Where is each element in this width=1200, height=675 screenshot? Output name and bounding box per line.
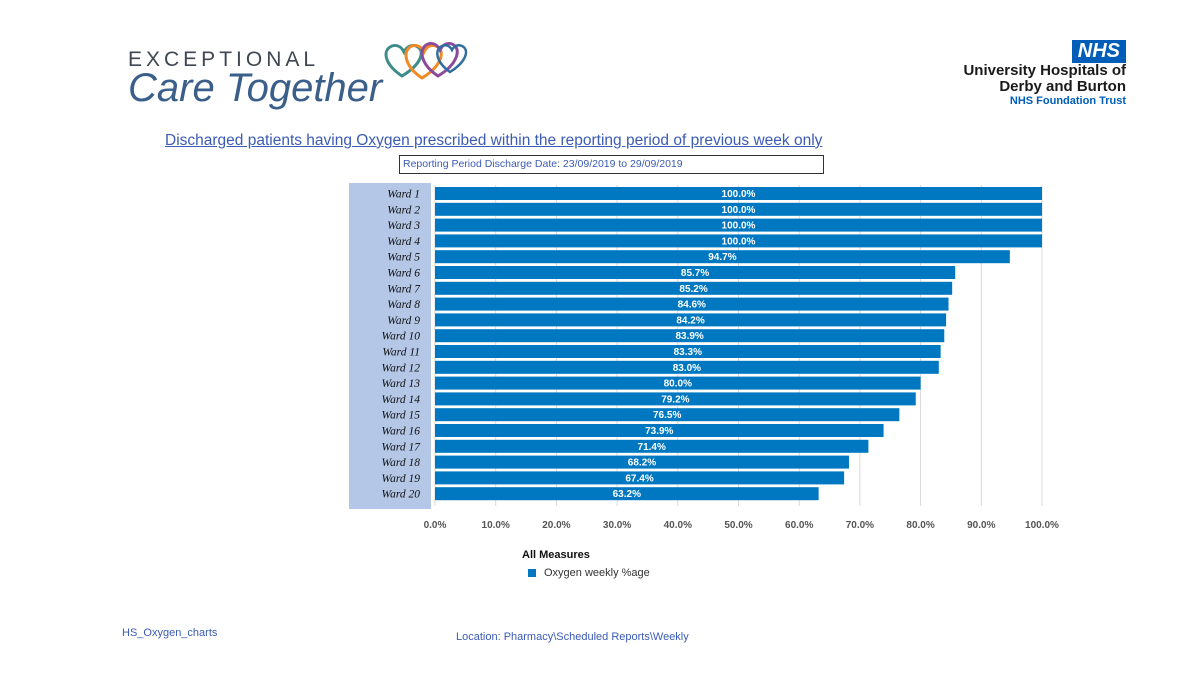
bar	[435, 345, 941, 358]
trust-name-line1: University Hospitals of	[963, 62, 1126, 79]
category-panel	[349, 183, 431, 509]
category-label: Ward 15	[382, 410, 421, 422]
data-label: 83.3%	[674, 347, 702, 358]
bar	[435, 360, 939, 374]
reporting-period: Reporting Period Discharge Date: 23/09/2…	[399, 155, 824, 174]
legend-title: All Measures	[522, 549, 590, 561]
data-label: 76.5%	[653, 410, 681, 421]
data-label: 83.9%	[675, 331, 703, 342]
x-tick-label: 70.0%	[846, 520, 874, 531]
category-label: Ward 14	[382, 394, 421, 406]
bar	[435, 281, 953, 295]
trust-name-line2: Derby and Burton	[999, 78, 1126, 95]
bar	[435, 218, 1042, 232]
x-tick-label: 80.0%	[906, 520, 934, 531]
report-name: HS_Oxygen_charts	[122, 627, 218, 639]
category-label: Ward 9	[387, 315, 420, 327]
bar	[435, 408, 900, 422]
category-label: Ward 10	[382, 331, 421, 343]
bar	[435, 471, 845, 485]
category-label: Ward 5	[387, 252, 420, 264]
data-label: 100.0%	[722, 236, 756, 247]
data-label: 85.7%	[681, 268, 709, 279]
x-tick-label: 40.0%	[664, 520, 692, 531]
data-label: 100.0%	[722, 189, 756, 200]
data-label: 100.0%	[722, 205, 756, 216]
category-label: Ward 11	[382, 347, 420, 359]
data-label: 79.2%	[661, 394, 689, 405]
category-label: Ward 13	[382, 378, 421, 390]
category-label: Ward 3	[387, 220, 420, 232]
bar	[435, 297, 949, 311]
x-tick-label: 90.0%	[967, 520, 995, 531]
bar	[435, 329, 945, 343]
nhs-badge: NHS	[1071, 40, 1126, 63]
category-label: Ward 16	[382, 426, 421, 438]
category-label: Ward 4	[387, 236, 420, 248]
bar	[435, 234, 1042, 248]
category-label: Ward 18	[382, 457, 421, 469]
x-tick-label: 0.0%	[424, 520, 447, 531]
bar	[435, 250, 1010, 264]
chart-title[interactable]: Discharged patients having Oxygen prescr…	[165, 132, 823, 149]
data-label: 73.9%	[645, 426, 673, 437]
bar	[435, 313, 947, 327]
bar	[435, 202, 1042, 216]
bar	[435, 266, 956, 279]
bar	[435, 439, 869, 453]
category-label: Ward 8	[387, 299, 420, 311]
bar	[435, 424, 884, 437]
x-tick-label: 20.0%	[542, 520, 570, 531]
legend-swatch	[528, 569, 536, 578]
category-label: Ward 6	[387, 268, 420, 280]
data-label: 67.4%	[625, 473, 653, 484]
category-label: Ward 12	[382, 362, 421, 374]
data-label: 84.6%	[678, 300, 706, 311]
x-tick-label: 50.0%	[724, 520, 752, 531]
logo-line1: EXCEPTIONAL	[128, 48, 320, 71]
legend-item: Oxygen weekly %age	[528, 567, 650, 579]
data-label: 80.0%	[664, 379, 692, 390]
x-tick-label: 30.0%	[603, 520, 631, 531]
trust-subtitle: NHS Foundation Trust	[1009, 95, 1126, 107]
bar	[435, 376, 921, 390]
category-label: Ward 2	[387, 204, 420, 216]
data-label: 71.4%	[638, 442, 666, 453]
nhs-trust-logo: NHS University Hospitals of Derby and Bu…	[963, 40, 1126, 108]
x-tick-label: 100.0%	[1025, 520, 1059, 531]
data-label: 63.2%	[613, 489, 641, 500]
data-label: 94.7%	[708, 252, 736, 263]
report-location: Location: Pharmacy\Scheduled Reports\Wee…	[456, 631, 689, 643]
category-label: Ward 7	[387, 283, 421, 295]
data-label: 100.0%	[722, 221, 756, 232]
category-label: Ward 1	[387, 189, 420, 201]
logo-line2: Care Together	[128, 66, 383, 110]
legend-label: Oxygen weekly %age	[544, 567, 650, 579]
bar	[435, 187, 1042, 200]
hearts-logo-icon	[384, 42, 468, 80]
bar	[435, 455, 849, 469]
bar	[435, 487, 819, 501]
exceptional-care-together-logo: EXCEPTIONAL Care Together	[128, 36, 498, 116]
category-label: Ward 17	[382, 441, 422, 453]
data-label: 83.0%	[673, 363, 701, 374]
category-label: Ward 20	[382, 489, 421, 501]
x-tick-label: 10.0%	[482, 520, 510, 531]
data-label: 68.2%	[628, 458, 656, 469]
bar	[435, 392, 916, 406]
category-label: Ward 19	[382, 473, 421, 485]
x-tick-label: 60.0%	[785, 520, 813, 531]
data-label: 84.2%	[676, 315, 704, 326]
data-label: 85.2%	[679, 284, 707, 295]
